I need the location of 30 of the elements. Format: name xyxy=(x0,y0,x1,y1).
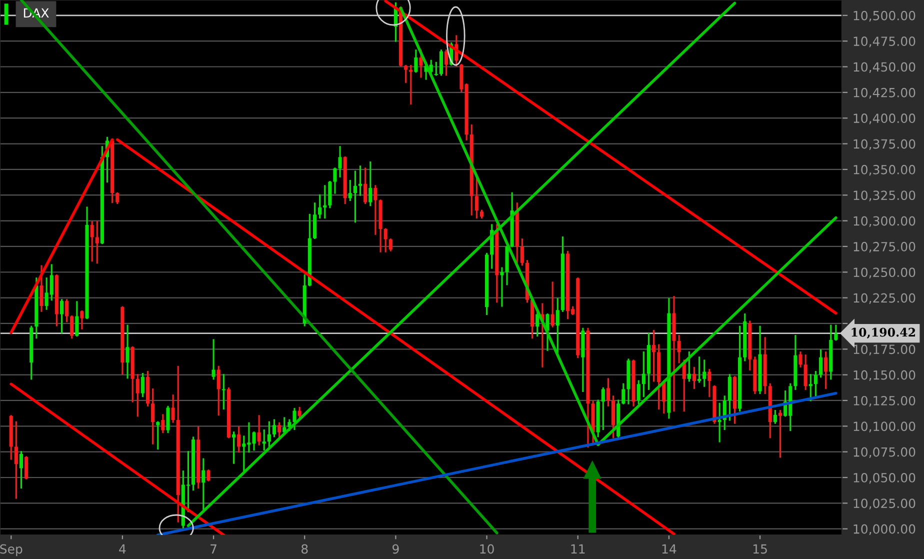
x-tick-label: 11 xyxy=(571,544,585,554)
y-tick-label: 10,225.00 xyxy=(854,293,916,304)
y-tick-label: 10,100.00 xyxy=(854,422,916,432)
y-tick-label: 10,425.00 xyxy=(854,88,916,99)
y-tick-label: 10,300.00 xyxy=(854,216,916,227)
y-tick-label: 10,325.00 xyxy=(854,190,916,202)
x-tick-label: 9 xyxy=(392,544,399,554)
y-tick-label: 10,125.00 xyxy=(854,396,916,407)
y-tick-label: 10,500.00 xyxy=(854,10,916,22)
y-tick-label: 10,150.00 xyxy=(854,370,916,382)
x-tick-label: 15 xyxy=(753,544,767,554)
y-tick-label: 10,375.00 xyxy=(854,139,916,150)
y-tick-label: 10,475.00 xyxy=(854,36,916,48)
x-tick-label: 4 xyxy=(119,544,126,554)
x-tick-label: 14 xyxy=(662,544,676,554)
y-tick-label: 10,000.00 xyxy=(854,524,916,536)
y-tick-label: 10,050.00 xyxy=(854,472,916,484)
x-tick-label: Sep xyxy=(0,544,22,556)
y-tick-label: 10,275.00 xyxy=(854,242,916,253)
x-tick-label: 10 xyxy=(480,544,494,554)
x-tick-label: 7 xyxy=(210,544,216,554)
y-tick-label: 10,250.00 xyxy=(854,268,916,278)
y-tick-label: 10,075.00 xyxy=(854,447,916,458)
ref-line-label: 10,190.42 xyxy=(852,328,915,339)
x-tick-label: 8 xyxy=(301,544,308,554)
y-tick-label: 10,450.00 xyxy=(854,62,916,73)
y-tick-label: 10,025.00 xyxy=(854,498,916,510)
y-tick-label: 10,175.00 xyxy=(854,344,916,356)
y-tick-label: 10,350.00 xyxy=(854,164,916,176)
y-tick-label: 10,400.00 xyxy=(854,114,916,124)
